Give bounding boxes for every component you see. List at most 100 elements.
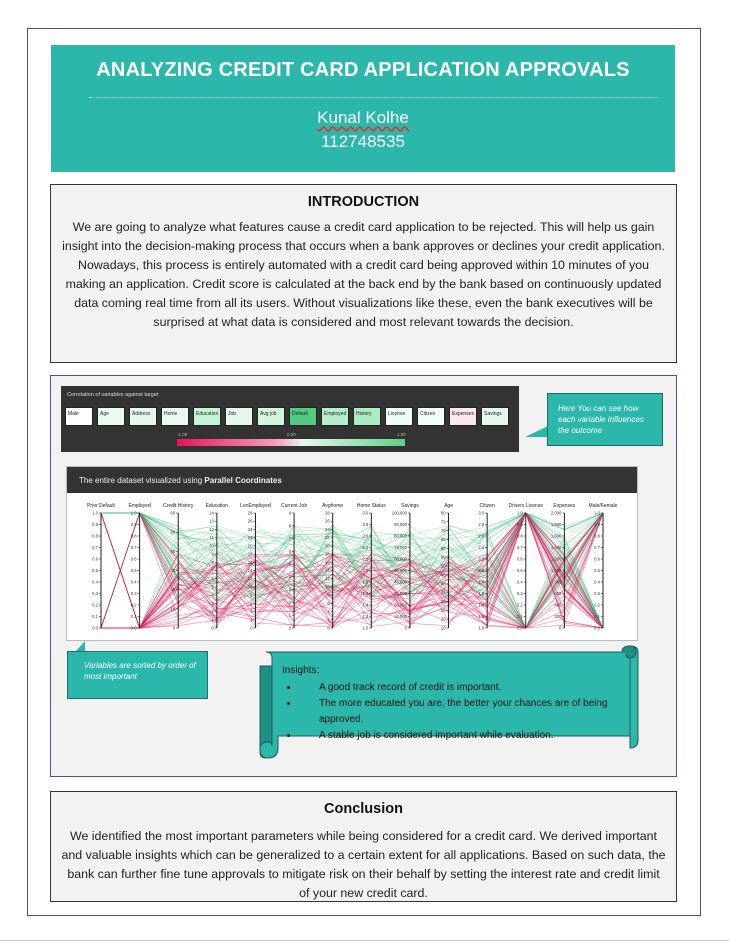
axis-tick-label: 2.0 <box>478 568 484 573</box>
axis-tick-label: 1.0 <box>594 511 600 516</box>
axis-label: Education <box>206 503 228 509</box>
axis-tick-label: 0.1 <box>131 614 137 619</box>
axis-tick-label: 0.9 <box>92 522 98 527</box>
student-id: 112748535 <box>321 132 405 151</box>
axis-tick-label: 0.8 <box>92 534 98 539</box>
axis-tick-label: 5 <box>212 584 215 589</box>
axis-tick-label: 0.4 <box>131 580 137 585</box>
axis-tick-label: 1.8 <box>478 580 484 585</box>
axis-tick-label: 80,000 <box>394 534 407 539</box>
parallel-axis: Expenses 2,000 1,800 1,600 1,400 1,200 1,000 80… <box>551 503 576 631</box>
axis-tick-label: 5 <box>289 562 292 567</box>
parallel-coordinates-plot: Prior Default 1.0 0.9 0.8 0.7 0.6 0.5 0.4 0.3 0.2… <box>87 503 618 631</box>
parallel-axis: Credit History 60 50 40 30 20 10 0 <box>163 503 194 631</box>
axis-tick-label: 1,000 <box>551 568 562 573</box>
axis-tick-label: 30,000 <box>394 591 407 596</box>
correlation-cell-home: Home <box>161 407 189 426</box>
axis-tick-label: 4 <box>289 574 292 579</box>
axis-label: Male/Female <box>589 503 618 509</box>
introduction-section: INTRODUCTION We are going to analyze wha… <box>50 184 677 363</box>
axis-tick-label: 2.4 <box>362 545 368 550</box>
correlation-cell-employed: Employed <box>321 407 349 426</box>
axis-tick-label: 0.9 <box>594 522 600 527</box>
axis-tick-label: 0.0 <box>517 626 523 631</box>
axis-tick-label: 1.4 <box>362 603 368 608</box>
parallel-line <box>101 512 604 629</box>
axis-tick-label: 50 <box>171 530 176 535</box>
correlation-color-legend <box>177 439 405 446</box>
axis-tick-label: 30 <box>171 568 176 573</box>
axis-tick-label: 1,600 <box>551 534 562 539</box>
axis-tick-label: 0.8 <box>594 534 600 539</box>
axis-tick-label: 0 <box>212 626 215 631</box>
axis-tick-label: 20 <box>441 617 446 622</box>
parallel-line <box>101 512 604 629</box>
parallel-line <box>101 512 604 629</box>
axis-tick-label: 40 <box>441 581 446 586</box>
axis-tick-label: 35 <box>441 590 446 595</box>
page-bottom-rule <box>0 940 729 941</box>
parallel-line <box>100 512 604 629</box>
parallel-line <box>101 512 604 629</box>
axis-tick-label: 8 <box>327 593 330 598</box>
axis-tick-label: 70,000 <box>394 545 407 550</box>
correlation-cell-job: Job <box>225 407 253 426</box>
axis-tick-label: 3.0 <box>478 511 484 516</box>
correlation-cell-default: Default <box>289 407 317 426</box>
parallel-line <box>101 512 604 629</box>
axis-tick-label: 2.8 <box>478 522 484 527</box>
axis-tick-label: 60 <box>171 511 176 516</box>
axis-tick-label: 0.3 <box>131 591 137 596</box>
axis-tick-label: 1.0 <box>92 511 98 516</box>
parallel-line <box>101 512 604 629</box>
parallel-line <box>100 512 604 629</box>
axis-tick-label: 2,000 <box>551 511 562 516</box>
axis-tick-label: 3 <box>289 587 292 592</box>
correlation-cell-savings: Savings <box>481 407 509 426</box>
parallel-line <box>100 512 604 629</box>
correlation-cell-history: History <box>353 407 381 426</box>
axis-tick-label: 0.6 <box>131 557 137 562</box>
correlation-cell-education: Education <box>193 407 221 426</box>
parallel-line <box>100 512 604 629</box>
correlation-cell-license: License <box>385 407 413 426</box>
axis-tick-label: 2 <box>327 617 330 622</box>
axis-tick-label: 0.2 <box>517 603 523 608</box>
legend-max-label: 1.00 <box>397 432 406 437</box>
axis-tick-label: 1.0 <box>478 626 484 631</box>
parallel-axis: Savings 100,000 90,000 80,000 70,000 60,000 50… <box>392 503 420 631</box>
axis-tick-label: 0.3 <box>517 591 523 596</box>
parallel-line <box>101 512 604 629</box>
parallel-axis: Prior Default 1.0 0.9 0.8 0.7 0.6 0.5 0.4 0.3 0.2… <box>87 503 115 631</box>
parallel-line <box>100 512 604 629</box>
axis-tick-label: 1.0 <box>131 511 137 516</box>
parallel-line <box>101 512 604 629</box>
axis-tick-label: 28 <box>325 511 330 516</box>
axis-tick-label: 0.2 <box>131 603 137 608</box>
parallel-line <box>101 512 604 629</box>
axis-label: Current Job <box>281 503 307 509</box>
axis-label: Prior Default <box>87 503 115 509</box>
correlation-cell-address: Address <box>129 407 157 426</box>
axis-tick-label: 8 <box>250 593 253 598</box>
axis-tick-label: 8 <box>212 560 215 565</box>
conclusion-text: We identified the most important paramet… <box>61 829 666 900</box>
axis-tick-label: 45 <box>441 572 446 577</box>
parallel-line <box>101 512 604 598</box>
axis-tick-label: 50,000 <box>394 568 407 573</box>
axis-tick-label: 22 <box>325 535 330 540</box>
insight-item: A stable job is considered important whi… <box>299 728 624 744</box>
parallel-line <box>101 512 604 629</box>
axis-tick-label: 0.9 <box>131 522 137 527</box>
axis-label: Drivers License <box>509 503 544 509</box>
parallel-line <box>100 512 604 629</box>
axis-tick-label: 28 <box>248 511 253 516</box>
parallel-line <box>101 512 604 629</box>
axis-tick-label: 0.7 <box>131 545 137 550</box>
axis-tick-label: 0.8 <box>517 534 523 539</box>
parallel-line <box>101 512 604 629</box>
axis-tick-label: 14 <box>209 511 214 516</box>
parallel-line <box>100 512 604 629</box>
axis-tick-label: 2.6 <box>478 534 484 539</box>
